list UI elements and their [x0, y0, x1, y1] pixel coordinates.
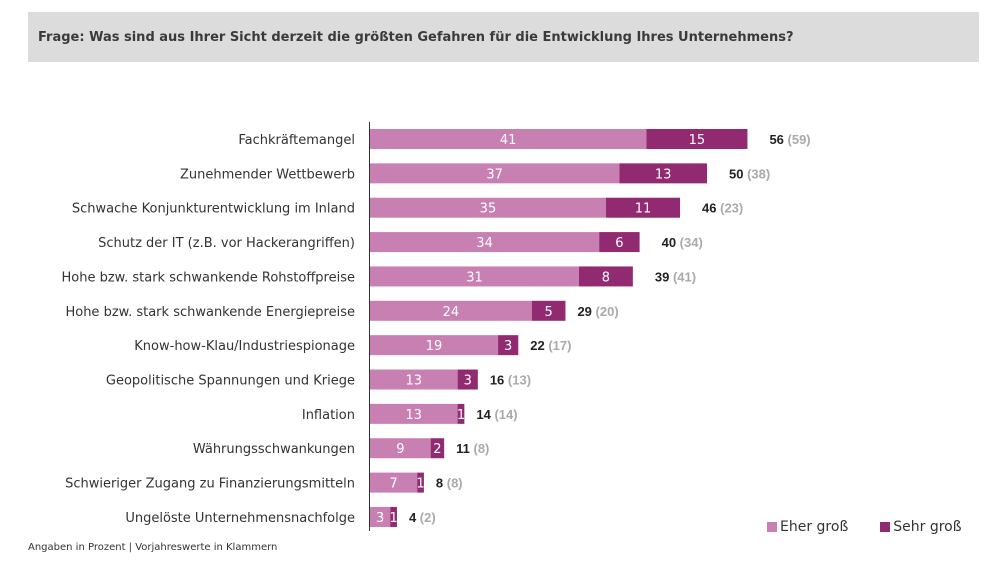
legend-item-sehr-gross: Sehr groß [880, 519, 962, 535]
legend-swatch [880, 522, 891, 532]
bar-value-label: 35 [480, 202, 497, 217]
bar-value-label: 24 [443, 305, 460, 320]
question-header: Frage: Was sind aus Ihrer Sicht derzeit … [28, 12, 979, 62]
bar-value-label: 1 [416, 477, 424, 492]
bar-value-label: 1 [389, 511, 397, 526]
bar-value-label: 3 [504, 339, 512, 354]
bar-value-label: 19 [426, 339, 443, 354]
category-label: Schutz der IT (z.B. vor Hackerangriffen) [98, 236, 355, 251]
category-label: Währungsschwankungen [193, 442, 355, 457]
category-label: Hohe bzw. stark schwankende Rohstoffprei… [61, 270, 355, 285]
bar-eher-gross [370, 403, 458, 424]
bar-value-label: 3 [464, 374, 472, 389]
bar-eher-gross [370, 506, 391, 527]
bar-value-label: 5 [544, 305, 552, 320]
total-label: 16 (13) [490, 373, 531, 388]
bar-value-label: 34 [476, 236, 493, 251]
bar-sehr-gross [457, 403, 465, 424]
bar-sehr-gross [646, 129, 748, 149]
total-label: 50 (38) [729, 166, 770, 181]
bar-value-label: 15 [689, 133, 706, 148]
bar-value-label: 41 [500, 133, 517, 148]
total-label: 29 (20) [577, 304, 618, 319]
bar-sehr-gross [390, 506, 397, 527]
bar-sehr-gross [457, 369, 478, 390]
total-label: 56 (59) [769, 132, 810, 147]
bar-eher-gross [370, 232, 600, 253]
total-label: 46 (23) [702, 201, 743, 216]
bar-sehr-gross [599, 232, 640, 253]
bar-value-label: 13 [406, 374, 423, 389]
bar-value-label: 9 [396, 442, 404, 457]
bar-sehr-gross [578, 266, 633, 287]
bar-value-label: 8 [602, 270, 610, 285]
bar-sehr-gross [498, 335, 519, 356]
category-label: Schwache Konjunkturentwicklung im Inland [72, 202, 355, 217]
bar-eher-gross [370, 472, 418, 493]
bar-sehr-gross [619, 163, 707, 184]
bar-sehr-gross [430, 438, 445, 459]
bar-eher-gross [370, 163, 620, 184]
bar-eher-gross [370, 438, 431, 459]
bar-sehr-gross [417, 472, 424, 493]
category-label: Zunehmender Wettbewerb [180, 167, 355, 182]
category-label: Schwieriger Zugang zu Finanzierungsmitte… [65, 477, 355, 492]
question-title: Frage: Was sind aus Ihrer Sicht derzeit … [38, 30, 794, 45]
total-label: 4 (2) [409, 510, 436, 525]
bar-value-label: 13 [655, 167, 672, 182]
footnote: Angaben in Prozent | Vorjahreswerte in K… [28, 542, 278, 553]
bar-eher-gross [370, 335, 499, 356]
bar-eher-gross [370, 300, 532, 321]
bar-eher-gross [370, 369, 458, 390]
bar-sehr-gross [531, 300, 566, 321]
bar-value-label: 37 [486, 167, 503, 182]
bar-eher-gross [370, 197, 606, 218]
bar-value-label: 2 [433, 442, 441, 457]
category-label: Know-how-Klau/Industriespionage [134, 339, 355, 354]
legend-swatch [767, 522, 777, 532]
category-label: Geopolitische Spannungen und Kriege [106, 374, 355, 389]
bar-value-label: 6 [615, 236, 623, 251]
bar-value-label: 31 [466, 270, 483, 285]
total-label: 22 (17) [530, 338, 571, 353]
total-label: 11 (8) [456, 441, 489, 456]
bar-sehr-gross [605, 197, 681, 218]
bar-value-label: 7 [389, 477, 397, 492]
total-label: 8 (8) [436, 476, 463, 491]
total-label: 40 (34) [662, 235, 703, 250]
bar-value-label: 3 [376, 511, 384, 526]
category-label: Inflation [302, 408, 355, 423]
bar-eher-gross [370, 266, 579, 287]
category-label: Hohe bzw. stark schwankende Energiepreis… [65, 305, 355, 320]
total-label: 39 (41) [655, 269, 696, 284]
bar-value-label: 1 [457, 408, 465, 423]
category-label: Fachkräftemangel [238, 133, 355, 148]
category-label: Ungelöste Unternehmensnachfolge [125, 511, 355, 526]
bar-value-label: 11 [635, 202, 652, 217]
total-label: 14 (14) [476, 407, 517, 422]
legend: Eher groß Sehr groß [767, 519, 962, 535]
legend-item-eher-gross: Eher groß [767, 519, 848, 535]
bar-value-label: 13 [406, 408, 423, 423]
bar-eher-gross [370, 129, 647, 149]
